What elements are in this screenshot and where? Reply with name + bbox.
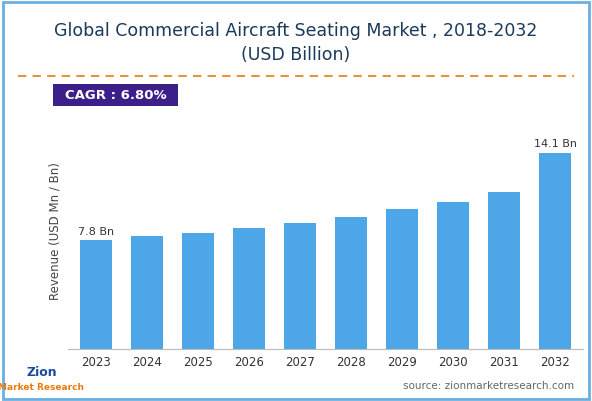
Bar	[284, 223, 316, 349]
Bar	[539, 153, 571, 349]
Bar	[335, 217, 367, 349]
Text: Market Research: Market Research	[0, 383, 85, 392]
Text: 7.8 Bn: 7.8 Bn	[78, 227, 114, 237]
Bar	[387, 209, 418, 349]
Y-axis label: Revenue (USD Mn / Bn): Revenue (USD Mn / Bn)	[48, 162, 61, 300]
Text: source: zionmarketresearch.com: source: zionmarketresearch.com	[403, 381, 574, 391]
Bar	[131, 236, 163, 349]
Text: Zion: Zion	[26, 366, 57, 379]
Text: Global Commercial Aircraft Seating Market , 2018-2032: Global Commercial Aircraft Seating Marke…	[54, 22, 538, 40]
Text: (USD Billion): (USD Billion)	[242, 46, 350, 64]
Bar	[81, 240, 112, 349]
Text: CAGR : 6.80%: CAGR : 6.80%	[65, 89, 166, 102]
Bar	[437, 202, 469, 349]
Bar	[233, 228, 265, 349]
Bar	[488, 192, 520, 349]
Text: 14.1 Bn: 14.1 Bn	[533, 139, 577, 149]
Bar	[182, 233, 214, 349]
